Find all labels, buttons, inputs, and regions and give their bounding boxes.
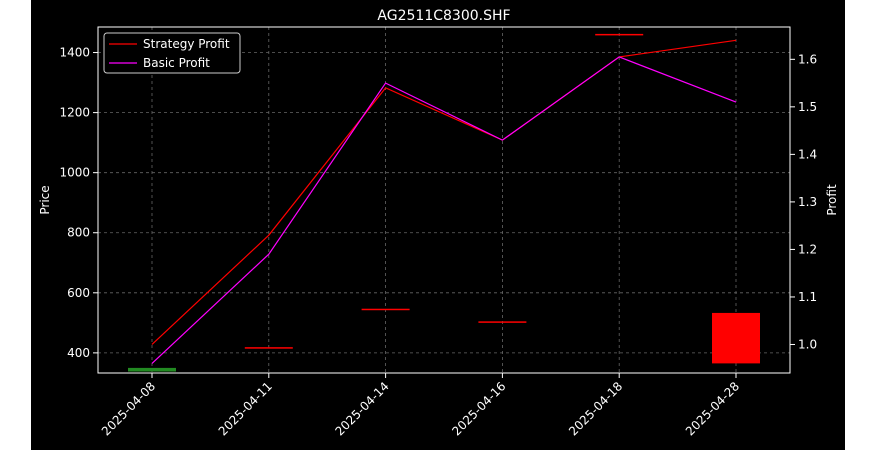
y2-tick-label: 1.4 (798, 147, 817, 161)
chart-title: AG2511C8300.SHF (377, 8, 510, 24)
y2-tick-label: 1.0 (798, 337, 817, 351)
x-tick-label: 2025-04-28 (683, 379, 742, 438)
x-tick-label: 2025-04-14 (333, 379, 392, 438)
axes: 2025-04-08 2025-04-11 2025-04-14 2025-04-16… (59, 46, 817, 439)
series-line-0 (151, 39, 737, 345)
candle-2025-04-18 (595, 33, 644, 36)
candle-2025-04-14 (361, 308, 410, 311)
legend: Strategy Profit Basic Profit (103, 32, 241, 74)
grid-lines (98, 27, 790, 373)
y2-tick-label: 1.3 (798, 195, 817, 209)
y-tick-label: 800 (67, 226, 90, 240)
legend-box (103, 32, 241, 74)
profit-lines (151, 39, 737, 364)
legend-strategy-label: Strategy Profit (143, 37, 230, 51)
legend-basic-label: Basic Profit (143, 56, 210, 70)
candle-2025-04-28 (712, 312, 760, 364)
y2-tick-label: 1.1 (798, 290, 817, 304)
y-axis-label: Price (38, 185, 52, 214)
x-tick-label: 2025-04-16 (449, 379, 508, 438)
candle-2025-04-08 (128, 367, 176, 372)
x-tick-label: 2025-04-18 (566, 379, 625, 438)
y2-tick-label: 1.6 (798, 52, 817, 66)
plot-frame (97, 26, 791, 374)
y-tick-label: 600 (67, 286, 90, 300)
y2-axis-label: Profit (825, 184, 839, 216)
series-line-1 (151, 56, 737, 364)
chart-svg: AG2511C8300.SHF 2025-04-08 2025-04-11 2025… (38, 8, 839, 439)
chart-figure: AG2511C8300.SHF 2025-04-08 2025-04-11 2025… (31, 0, 845, 450)
y-tick-label: 1200 (59, 106, 90, 120)
x-tick-label: 2025-04-11 (216, 379, 275, 438)
x-tick-label: 2025-04-08 (99, 379, 158, 438)
candles (128, 33, 760, 372)
y2-tick-label: 1.2 (798, 242, 817, 256)
candle-2025-04-11 (244, 347, 293, 349)
candle-2025-04-16 (478, 321, 527, 323)
y2-tick-label: 1.5 (798, 100, 817, 114)
y-tick-label: 1400 (59, 46, 90, 60)
y-tick-label: 400 (67, 346, 90, 360)
y-tick-label: 1000 (59, 166, 90, 180)
